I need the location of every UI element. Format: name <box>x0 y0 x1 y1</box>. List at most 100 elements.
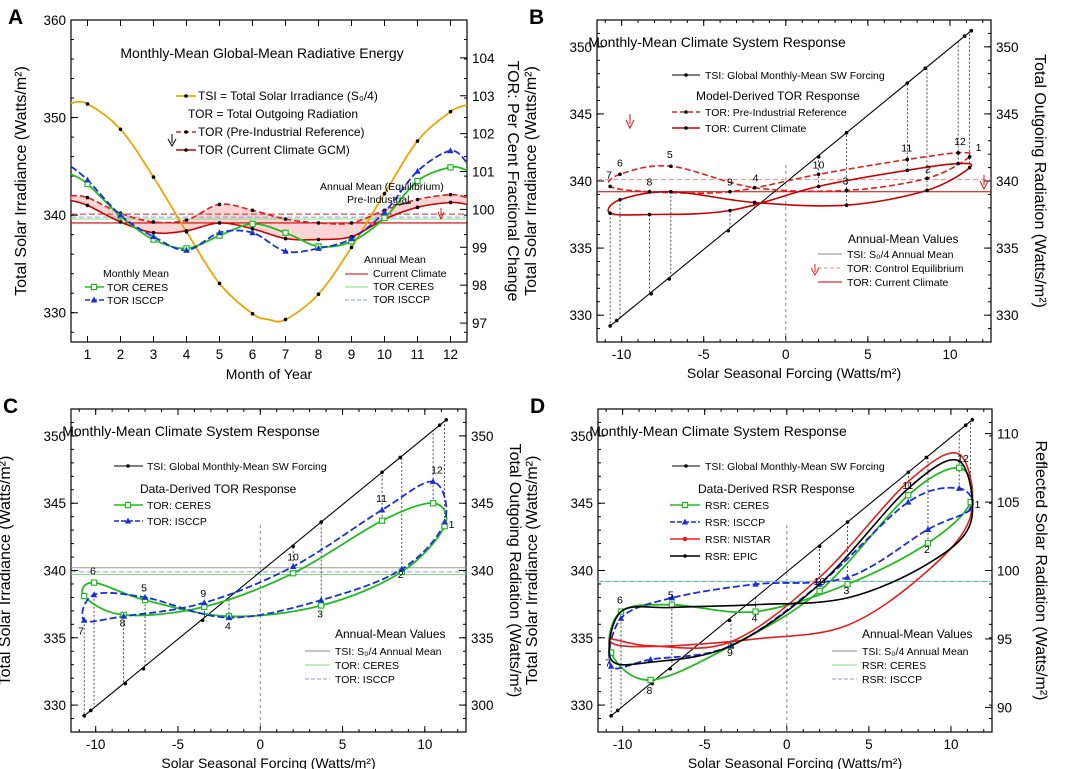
tor-pre-point <box>647 189 652 194</box>
month-label: 3 <box>844 585 850 597</box>
tsi-point <box>844 130 849 135</box>
x-tick-label: -5 <box>698 347 710 362</box>
legend-text: RSR: EPIC <box>705 551 758 563</box>
ceres-point <box>414 177 421 185</box>
y2-tick-label: 100 <box>997 564 1020 579</box>
legend-text: TSI: S₀/4 Annual Mean <box>862 646 969 658</box>
panel-label-c: C <box>3 395 18 418</box>
down-arrow-icon <box>625 114 635 130</box>
month-label: 2 <box>924 544 930 556</box>
x-tick-label: 0 <box>782 347 790 362</box>
isccp-point <box>150 233 157 240</box>
tsi-point <box>316 292 321 296</box>
month-label: 12 <box>431 465 443 477</box>
series-rsr-ceres-point <box>955 464 963 472</box>
tor-current-point <box>956 161 960 166</box>
down-arrow-icon <box>437 208 445 221</box>
month-label: 5 <box>668 590 674 602</box>
series-rsr-isccp-point <box>752 580 759 587</box>
series-rsr-isccp-point <box>955 484 963 491</box>
y2-axis-title: TOR: Per Cent Fractional Change <box>504 61 521 302</box>
x-tick-label: -10 <box>612 347 632 362</box>
legend-text: TOR (Pre-Industrial Reference) <box>198 125 365 139</box>
tor-pre-point <box>349 221 354 225</box>
annotation-equilibrium: Annual Mean (Equilibrium) <box>320 181 444 193</box>
tor-current-point <box>816 184 821 189</box>
annotation-arrow <box>392 202 412 206</box>
month-label: 5 <box>141 582 147 594</box>
x-axis-title: Month of Year <box>226 366 313 382</box>
series-tor-current <box>70 199 468 241</box>
legend-swatch-dot <box>126 464 130 468</box>
legend-swatch-dot <box>684 126 688 130</box>
tor-pre-point <box>151 220 156 224</box>
tsi-point <box>415 139 420 143</box>
month-label: 11 <box>376 493 387 505</box>
tor-pre-point <box>925 176 929 181</box>
tsi-point <box>963 423 968 427</box>
panel-d: D-10 -5 0 5 103303353403453509095100105110So… <box>524 395 1049 769</box>
x-tick-label: 5 <box>216 347 224 362</box>
x-tick-label: 2 <box>117 347 125 362</box>
tor-pre-point <box>905 157 910 162</box>
tor-pre-point <box>967 155 972 159</box>
y2-tick-label: 104 <box>472 51 495 66</box>
legend-text: TOR (Current Climate GCM) <box>198 143 350 157</box>
annotation-preindustrial: Pre-Industrial <box>347 194 409 206</box>
tsi-point <box>845 520 850 524</box>
ceres-point <box>429 500 437 507</box>
tor-pre-point <box>608 184 612 189</box>
isccp-point <box>317 596 325 603</box>
y2-tick-label: 103 <box>472 89 495 104</box>
x-tick-label: 10 <box>943 737 958 752</box>
y2-tick-label: 101 <box>472 165 495 180</box>
tor-pre-point <box>415 197 420 202</box>
y-tick-label: 340 <box>569 174 592 189</box>
legend-text: TOR CERES <box>373 281 434 293</box>
isccp-point <box>289 562 297 569</box>
y-tick-label: 350 <box>569 40 592 55</box>
y2-tick-label: 100 <box>472 202 495 217</box>
legend-swatch-marker <box>682 536 688 542</box>
y2-tick-label: 99 <box>472 240 487 255</box>
tsi-point <box>118 127 123 132</box>
tor-current-point <box>448 200 453 205</box>
y2-tick-label: 110 <box>997 427 1019 442</box>
tsi-point <box>969 28 974 33</box>
isccp-point <box>80 616 88 623</box>
ceres-point <box>282 229 289 236</box>
legend-monthly-title: Monthly Mean <box>103 268 169 280</box>
tor-current-point <box>669 189 673 194</box>
legend-swatch-dot <box>684 464 688 468</box>
tsi-point <box>727 618 732 623</box>
month-label: 10 <box>813 159 825 171</box>
y-tick-label: 350 <box>43 429 66 444</box>
legend-text: TOR: Current Climate <box>705 123 806 135</box>
tsi-point <box>668 666 673 671</box>
legend-text: Current Climate <box>373 268 447 280</box>
month-label: 1 <box>975 499 981 511</box>
tor-pre-point <box>844 188 849 193</box>
x-tick-label: 10 <box>377 347 392 362</box>
tsi-point <box>141 666 146 671</box>
tsi-point <box>382 191 387 196</box>
tsi-point <box>962 34 967 38</box>
ceres-point <box>317 602 325 609</box>
tor-pre-point <box>816 172 821 177</box>
y-tick-label: 330 <box>569 308 592 323</box>
x-tick-label: 6 <box>249 347 257 362</box>
legend-text: RSR: CERES <box>705 500 769 512</box>
tsi-point <box>906 470 911 475</box>
y-axis-title: Total Solar Irradiance (Watts/m²) <box>0 456 14 686</box>
legend-text: RSR: ISCCP <box>705 517 765 529</box>
series-tsi <box>609 30 972 327</box>
tsi-point <box>217 281 222 286</box>
tor-current-point <box>967 165 972 170</box>
legend-text: TOR: CERES <box>147 500 211 512</box>
series-rsr-ceres-point <box>647 676 654 684</box>
tor-current-point <box>905 168 910 173</box>
plot-frame <box>597 408 993 733</box>
legend-swatch-marker <box>124 501 132 509</box>
x-tick-label: 5 <box>865 737 873 752</box>
x-tick-label: 3 <box>150 347 158 362</box>
